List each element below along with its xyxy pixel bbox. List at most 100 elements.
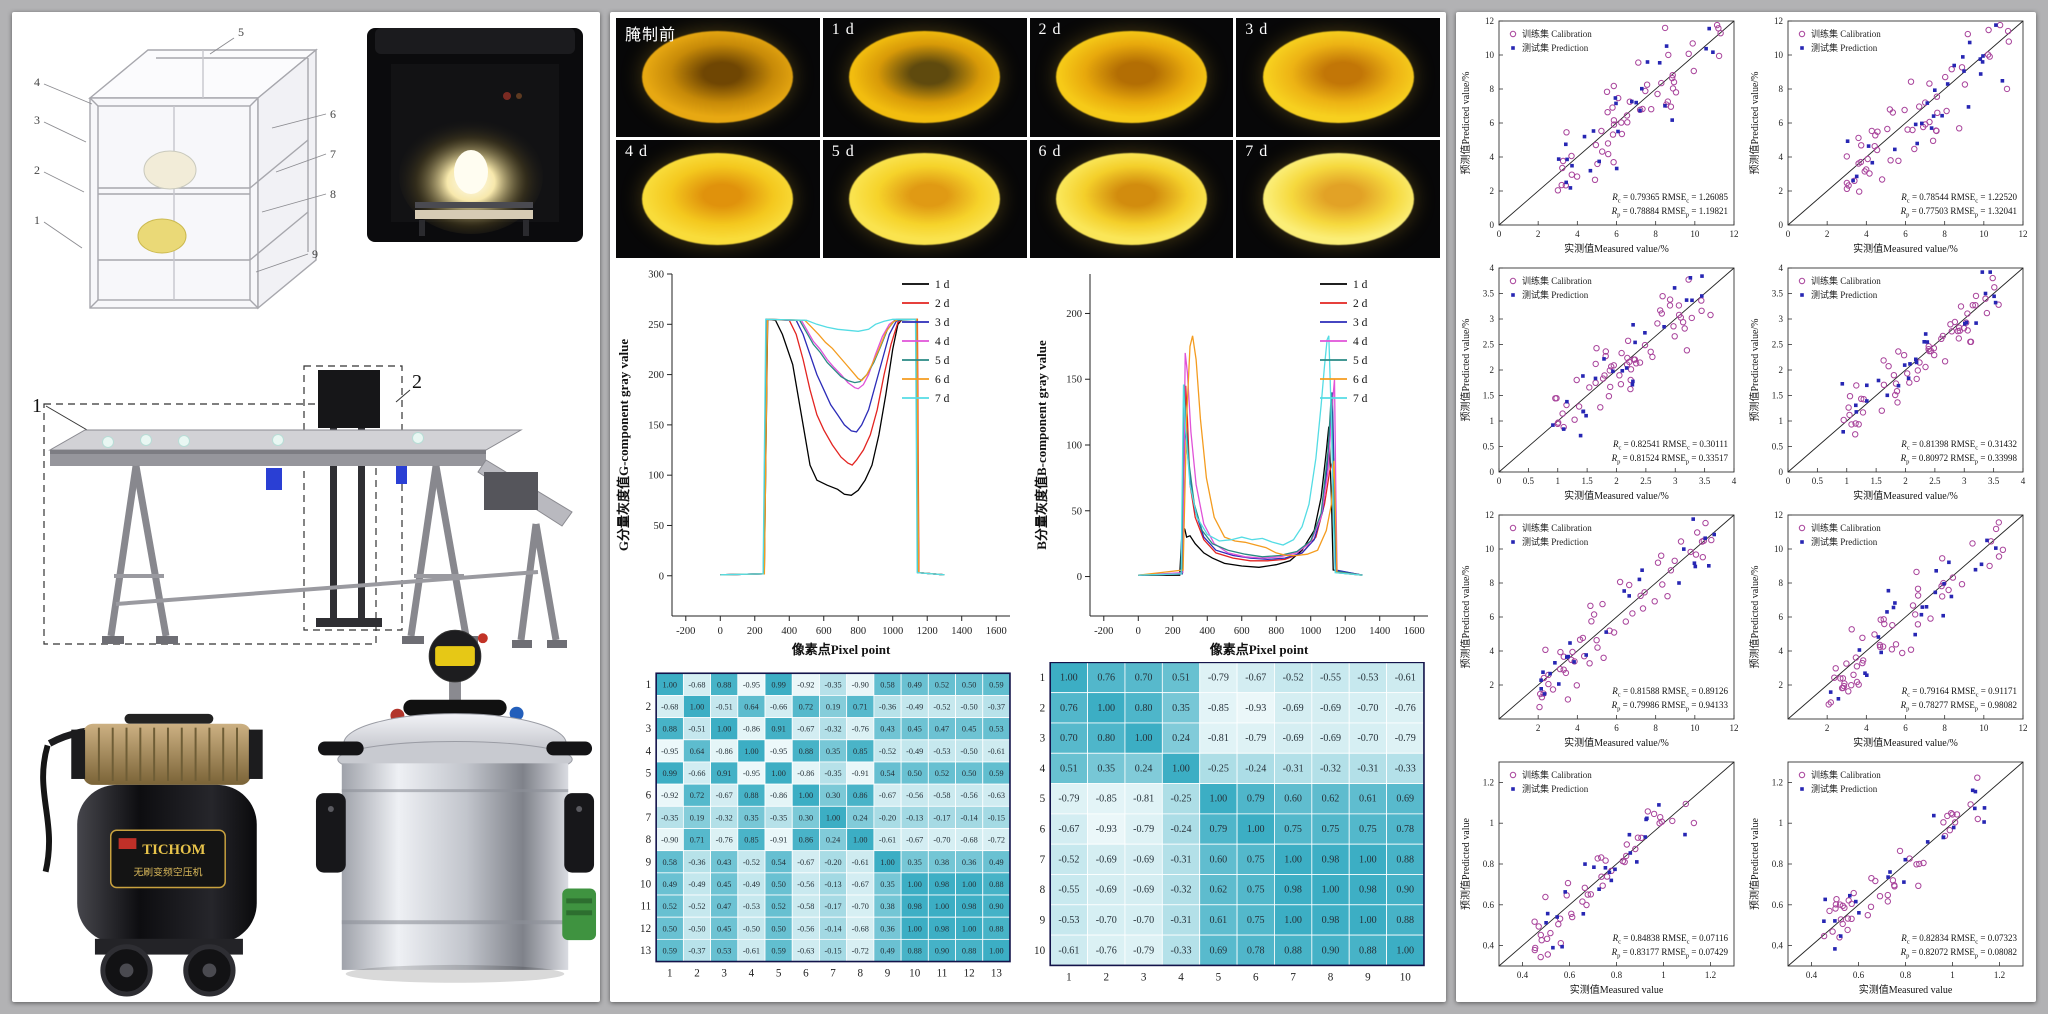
svg-text:0.98: 0.98 [1322,915,1340,926]
egg-day-label: 3 d [1245,21,1269,38]
svg-text:-0.91: -0.91 [852,769,869,778]
egg-image-5: 5 d [822,139,1027,258]
svg-text:0.88: 0.88 [1396,854,1414,865]
svg-text:1.00: 1.00 [1284,915,1302,926]
svg-text:1.5: 1.5 [1483,391,1495,401]
svg-text:-0.66: -0.66 [770,703,787,712]
svg-text:12: 12 [1485,16,1494,26]
svg-text:预测值Predicted value: 预测值Predicted value [1748,817,1761,909]
svg-text:0.35: 0.35 [907,858,921,867]
svg-text:7: 7 [1040,854,1046,866]
svg-text:0.50: 0.50 [771,924,785,933]
svg-text:0: 0 [1786,229,1791,239]
svg-text:-0.68: -0.68 [688,680,705,689]
svg-text:12: 12 [1485,510,1494,520]
svg-text:3 d: 3 d [935,317,950,329]
svg-text:0.60: 0.60 [1284,794,1302,805]
svg-text:7: 7 [1290,972,1296,984]
scatter-plot-2: 0 0 2 2 4 4 6 6 8 8 10 10 12 12 训练集 Calibration 测试集 Pre… [1746,13,2035,259]
svg-text:0.49: 0.49 [663,880,677,889]
svg-text:0.75: 0.75 [1359,824,1377,835]
svg-text:2: 2 [646,701,652,713]
scatter-plot-8: 0.4 0.4 0.6 0.6 0.8 0.8 1 1 1.2 1.2 训练集 Calibratio… [1746,754,2035,1000]
svg-text:2: 2 [1779,365,1784,375]
svg-text:0.35: 0.35 [1172,703,1190,714]
lightbox-photo [357,26,593,250]
svg-text:-0.67: -0.67 [797,725,814,734]
svg-text:1: 1 [667,968,673,980]
svg-text:200: 200 [1165,626,1181,637]
svg-text:150: 150 [1066,375,1082,386]
svg-text:预测值Predicted value/%: 预测值Predicted value/% [1459,71,1472,174]
egg-image-2: 2 d [1029,18,1234,137]
svg-text:0.64: 0.64 [744,703,758,712]
svg-text:实测值Measured value: 实测值Measured value [1570,983,1664,996]
cad-chamber-drawing: 5 4 3 2 1 6 7 8 9 [20,20,350,350]
svg-text:0.45: 0.45 [962,725,976,734]
svg-text:1600: 1600 [1404,626,1425,637]
svg-text:1.00: 1.00 [880,858,894,867]
svg-text:400: 400 [1199,626,1215,637]
svg-text:-0.35: -0.35 [770,813,787,822]
svg-text:1.00: 1.00 [1322,885,1340,896]
svg-text:0.59: 0.59 [771,946,785,955]
svg-text:0.5: 0.5 [1772,442,1784,452]
svg-text:4: 4 [1490,263,1495,273]
svg-text:3: 3 [1040,733,1046,745]
svg-text:1.00: 1.00 [1359,915,1377,926]
svg-text:-0.85: -0.85 [1096,794,1117,805]
svg-text:800: 800 [1268,626,1284,637]
svg-text:0.99: 0.99 [663,769,677,778]
svg-text:-0.70: -0.70 [1357,733,1378,744]
svg-text:50: 50 [1072,506,1083,517]
svg-text:4 d: 4 d [1353,336,1368,348]
svg-text:6: 6 [1253,972,1259,984]
svg-text:9: 9 [646,856,652,868]
svg-text:0.75: 0.75 [1247,915,1265,926]
svg-text:-0.33: -0.33 [1395,763,1416,774]
svg-text:5: 5 [1040,793,1046,805]
svg-text:-0.69: -0.69 [1283,733,1304,744]
svg-text:0.71: 0.71 [690,836,704,845]
svg-text:-0.68: -0.68 [961,836,978,845]
svg-text:-0.93: -0.93 [1245,703,1266,714]
svg-text:-0.49: -0.49 [906,747,923,756]
svg-text:-0.55: -0.55 [1058,885,1079,896]
svg-text:测试集 Prediction: 测试集 Prediction [1522,536,1589,547]
svg-text:0.69: 0.69 [1396,794,1414,805]
svg-text:0.8: 0.8 [1900,970,1912,980]
svg-text:4: 4 [1779,263,1784,273]
svg-text:Rc = 0.82541 RMSEc = 0.30111: Rc = 0.82541 RMSEc = 0.30111 [1612,439,1728,452]
svg-text:0.58: 0.58 [880,680,894,689]
svg-text:4: 4 [1732,476,1737,486]
svg-text:7 d: 7 d [1353,393,1368,405]
svg-text:0.86: 0.86 [799,836,813,845]
svg-text:训练集 Calibration: 训练集 Calibration [1522,275,1592,286]
svg-text:0.5: 0.5 [1483,442,1495,452]
svg-text:实测值Measured value/%: 实测值Measured value/% [1853,242,1958,255]
svg-text:0.47: 0.47 [935,725,949,734]
svg-text:-0.79: -0.79 [1245,733,1266,744]
svg-text:预测值Predicted value: 预测值Predicted value [1459,817,1472,909]
svg-text:0.36: 0.36 [962,858,976,867]
svg-text:Rc = 0.82834 RMSEc = 0.07323: Rc = 0.82834 RMSEc = 0.07323 [1900,933,2017,946]
svg-text:1.00: 1.00 [1135,733,1153,744]
svg-text:0.52: 0.52 [935,680,949,689]
panel-apparatus: 5 4 3 2 1 6 7 8 9 [12,12,600,1002]
svg-text:实测值Measured value/%: 实测值Measured value/% [1853,736,1958,749]
svg-text:4: 4 [1864,229,1869,239]
svg-text:6: 6 [1490,118,1495,128]
svg-text:7: 7 [646,812,652,824]
cad-callout-9: 9 [312,247,318,261]
svg-text:13: 13 [640,945,652,957]
svg-text:测试集 Prediction: 测试集 Prediction [1811,289,1878,300]
svg-text:1.00: 1.00 [989,946,1003,955]
svg-text:4: 4 [1490,646,1495,656]
egg-ellipse [849,152,1000,245]
svg-text:0.49: 0.49 [880,946,894,955]
svg-text:4 d: 4 d [935,336,950,348]
svg-text:-0.31: -0.31 [1283,763,1304,774]
svg-text:0.80: 0.80 [1097,733,1115,744]
